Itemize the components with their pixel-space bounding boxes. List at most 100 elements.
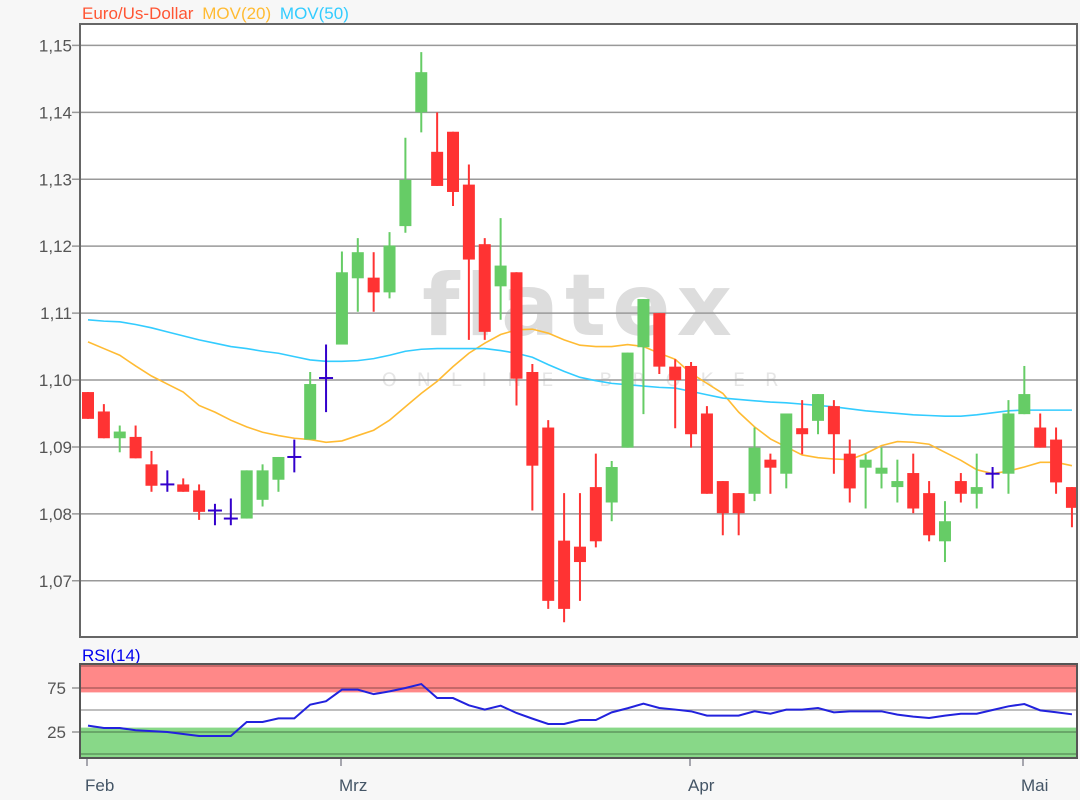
candle-body (970, 487, 983, 494)
candle-body (891, 481, 904, 488)
candle (700, 406, 713, 494)
candle (780, 413, 793, 489)
title-ma20: MOV(20) (202, 4, 271, 23)
candle (1002, 400, 1015, 494)
candle (1050, 427, 1063, 494)
candle-body (621, 352, 634, 448)
candle (177, 478, 190, 492)
candle (1034, 413, 1047, 448)
y-tick-label: 1,09 (39, 438, 72, 457)
candle (1018, 365, 1031, 415)
candle (605, 460, 618, 522)
candle-body (478, 244, 491, 332)
candle (907, 453, 920, 514)
candle-body (780, 413, 793, 474)
y-tick-label: 1,08 (39, 505, 72, 524)
rsi-overbought-zone (80, 664, 1077, 693)
candle (970, 453, 983, 509)
price-plot-area (80, 24, 1077, 637)
candle-body (240, 470, 253, 519)
candle-body (859, 459, 872, 468)
candle (256, 464, 269, 507)
candle-body (526, 371, 539, 466)
candle (558, 493, 571, 623)
x-tick-label: Mai (1021, 776, 1048, 795)
candle-body (177, 484, 190, 492)
candle (494, 218, 507, 320)
y-tick-label: 1,15 (39, 36, 72, 55)
candle (764, 453, 777, 494)
candle (82, 392, 94, 419)
candle (637, 299, 650, 415)
watermark-logo: flatex (422, 256, 738, 356)
ma20-line (87, 328, 1073, 475)
candle-body (748, 447, 761, 494)
candle (223, 498, 238, 526)
rsi-y-tick-label: 75 (47, 679, 66, 698)
candle (272, 456, 285, 492)
candle (573, 493, 586, 601)
candle-body (732, 493, 745, 514)
rsi-y-tick-label: 25 (47, 723, 66, 742)
candle-body (272, 456, 285, 480)
candle (796, 400, 809, 455)
y-tick-label: 1,07 (39, 572, 72, 591)
candle (145, 450, 158, 492)
candle-body (367, 277, 380, 293)
candle (287, 439, 302, 473)
candle (319, 344, 334, 413)
candle (716, 481, 729, 536)
candle (827, 400, 840, 474)
candle-body (431, 151, 444, 186)
candle-body (716, 481, 729, 514)
candle (1065, 487, 1078, 528)
candle (526, 363, 539, 511)
candle-body (304, 384, 317, 440)
candle (748, 427, 761, 502)
candle-body (558, 540, 571, 609)
candle (304, 371, 317, 440)
y-tick-label: 1,12 (39, 237, 72, 256)
candle (129, 425, 142, 459)
rsi-line (87, 682, 1073, 737)
candle (669, 359, 682, 429)
title-ma50: MOV(50) (280, 4, 349, 23)
candle-body (494, 265, 507, 287)
candle (431, 112, 444, 186)
candle-body (843, 453, 856, 489)
candle-body (399, 179, 412, 227)
candle (367, 252, 380, 312)
candle (923, 481, 936, 542)
x-tick-label: Feb (85, 776, 114, 795)
title-instrument: Euro/Us-Dollar (82, 4, 194, 23)
candle (113, 425, 126, 453)
x-tick-label: Mrz (339, 776, 367, 795)
x-tick-label: Apr (688, 776, 715, 795)
candle-body (383, 245, 396, 293)
candle-body (653, 313, 666, 367)
candle (478, 238, 491, 340)
candle-body (796, 428, 809, 435)
y-tick-label: 1,13 (39, 170, 72, 189)
candle-body (700, 413, 713, 494)
candle-body (462, 184, 475, 260)
candle-body (923, 493, 936, 536)
candle (938, 501, 951, 563)
candle (335, 251, 348, 345)
candle (891, 459, 904, 503)
candle (399, 137, 412, 233)
candle-body (685, 365, 698, 435)
chart-title: Euro/Us-Dollar MOV(20) MOV(50) (82, 4, 349, 23)
price-plot-border (79, 23, 1078, 638)
candle (589, 453, 602, 548)
y-tick-label: 1,11 (40, 304, 72, 323)
candle (542, 420, 555, 609)
candle (685, 361, 698, 448)
candle-body (573, 546, 586, 563)
candle-body (637, 299, 650, 348)
rsi-title: RSI(14) (82, 646, 141, 665)
y-tick-label: 1,14 (39, 103, 72, 122)
candle (875, 447, 888, 489)
candle-body (82, 392, 94, 419)
ma50-line (87, 318, 1072, 417)
